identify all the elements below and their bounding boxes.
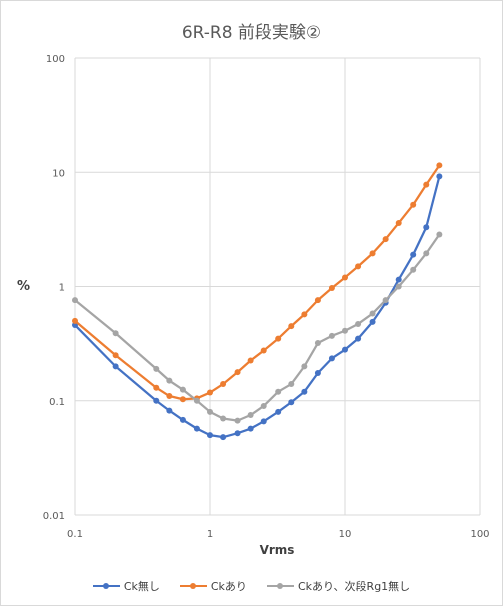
series-2-point <box>288 323 295 330</box>
series-3-point <box>395 283 402 290</box>
series-2-point <box>166 393 173 400</box>
series-1-point <box>423 224 430 231</box>
series-3-point <box>72 297 78 304</box>
series-2-point <box>301 311 308 318</box>
series-3-point <box>436 231 443 238</box>
series-3-point <box>410 266 417 273</box>
series-1-point <box>410 251 417 258</box>
series-1-point <box>314 369 321 376</box>
series-3-point <box>234 417 241 424</box>
series-1-point <box>112 363 119 370</box>
series-1-point <box>166 407 173 414</box>
series-1-point <box>179 416 186 423</box>
series-1-point <box>153 397 160 404</box>
series-line-1 <box>73 175 441 439</box>
series-1-point <box>207 432 213 439</box>
series-line-2 <box>73 164 441 401</box>
series-3-point <box>207 408 213 415</box>
series-3-point <box>166 377 173 384</box>
series-2-point <box>179 396 186 403</box>
series-3-point <box>314 340 321 347</box>
y-tick-label: 1 <box>59 283 65 294</box>
series-3-point <box>179 386 186 393</box>
series-2-point <box>328 285 335 292</box>
series-3-point <box>328 332 335 339</box>
y-tick-label: 0.1 <box>49 397 65 408</box>
series-3-point <box>112 330 119 337</box>
y-axis-label: % <box>17 279 31 294</box>
series-2-point <box>436 162 443 169</box>
series-1-point <box>436 173 443 180</box>
series-2-point <box>369 250 376 257</box>
series-2-point <box>153 384 160 391</box>
series-3-point <box>193 397 200 404</box>
x-axis-label: Vrms <box>259 543 295 557</box>
series-1-point <box>369 318 376 325</box>
series-2-point <box>207 389 213 396</box>
series-1-point <box>342 346 348 353</box>
series-1-point <box>328 355 335 362</box>
series-2-point <box>395 219 402 226</box>
series-2-point <box>260 347 267 354</box>
series-3-point <box>342 327 348 334</box>
series-1-point <box>395 276 402 283</box>
series-1-point <box>260 418 267 425</box>
legend: Ck無し Ckあり Ckあり、次段Rg1無し <box>0 578 503 594</box>
series-line-3 <box>73 233 441 422</box>
x-tick-label: 100 <box>470 529 489 540</box>
series-3-point <box>220 415 227 422</box>
series-2-point <box>382 236 389 243</box>
legend-label-series-3: Ckあり、次段Rg1無し <box>297 580 411 593</box>
series-2-point <box>423 181 430 188</box>
series-1-point <box>301 388 308 395</box>
chart-title: 6R-R8 前段実験② <box>181 23 322 43</box>
legend-item-series-2[interactable]: Ckあり <box>179 578 247 594</box>
series-3-point <box>153 365 160 372</box>
series-2-point <box>314 297 321 304</box>
y-tick-label: 10 <box>52 168 65 179</box>
legend-item-series-3[interactable]: Ckあり、次段Rg1無し <box>266 578 411 594</box>
y-tick-label: 0.01 <box>43 511 65 522</box>
series-3-point <box>355 320 362 327</box>
series-2-point <box>410 201 417 208</box>
series-3-point <box>275 388 282 395</box>
legend-swatch-series-1 <box>92 581 120 591</box>
legend-item-series-1[interactable]: Ck無し <box>92 578 160 594</box>
legend-swatch-series-3 <box>266 581 294 591</box>
series-2-point <box>342 274 348 281</box>
x-tick-label: 1 <box>207 529 213 540</box>
series-1-point <box>275 408 282 415</box>
series-2-point <box>234 369 241 376</box>
series-3-point <box>369 310 376 317</box>
series-1-point <box>288 399 295 406</box>
series-2-point <box>112 352 119 359</box>
series-1-point <box>247 425 254 432</box>
x-tick-label: 0.1 <box>67 529 83 540</box>
series-1-point <box>355 335 362 342</box>
y-tick-label: 100 <box>46 54 65 65</box>
series-1-point <box>193 425 200 432</box>
series-2-point <box>247 357 254 364</box>
series-3-point <box>301 363 308 370</box>
series-2-point <box>275 335 282 342</box>
series-3-point <box>288 381 295 388</box>
series-3-point <box>247 412 254 419</box>
legend-label-series-1: Ck無し <box>123 580 160 593</box>
series-3-point <box>382 297 389 304</box>
series-2-point <box>220 381 227 388</box>
series-3-point <box>260 402 267 409</box>
legend-swatch-series-2 <box>179 581 207 591</box>
series-1-point <box>220 434 227 441</box>
series-2-point <box>355 263 362 270</box>
series-3-point <box>423 250 430 257</box>
series-1-point <box>234 430 241 437</box>
series-2-point <box>72 317 78 324</box>
legend-label-series-2: Ckあり <box>210 580 247 593</box>
x-tick-label: 10 <box>339 529 352 540</box>
